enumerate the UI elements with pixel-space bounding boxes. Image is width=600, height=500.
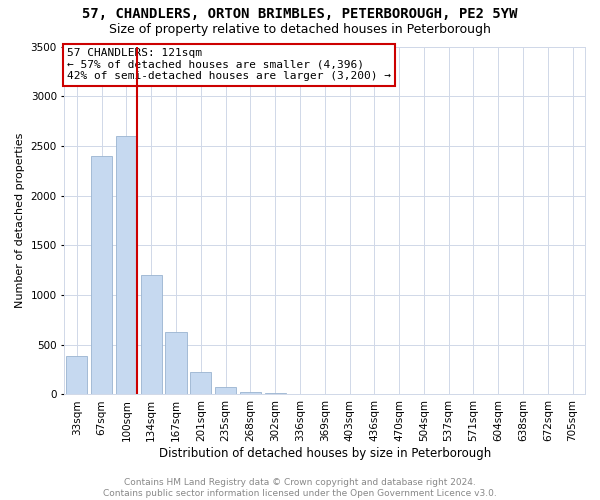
Bar [166, 332, 187, 394]
Bar [91, 156, 112, 394]
Text: 57, CHANDLERS, ORTON BRIMBLES, PETERBOROUGH, PE2 5YW: 57, CHANDLERS, ORTON BRIMBLES, PETERBORO… [82, 8, 518, 22]
Bar [67, 356, 88, 395]
Bar [140, 275, 162, 394]
Bar [190, 372, 211, 394]
Bar [240, 392, 261, 394]
X-axis label: Distribution of detached houses by size in Peterborough: Distribution of detached houses by size … [158, 447, 491, 460]
Y-axis label: Number of detached properties: Number of detached properties [15, 133, 25, 308]
Text: Size of property relative to detached houses in Peterborough: Size of property relative to detached ho… [109, 22, 491, 36]
Bar [116, 136, 137, 394]
Bar [215, 386, 236, 394]
Text: 57 CHANDLERS: 121sqm
← 57% of detached houses are smaller (4,396)
42% of semi-de: 57 CHANDLERS: 121sqm ← 57% of detached h… [67, 48, 391, 82]
Text: Contains HM Land Registry data © Crown copyright and database right 2024.
Contai: Contains HM Land Registry data © Crown c… [103, 478, 497, 498]
